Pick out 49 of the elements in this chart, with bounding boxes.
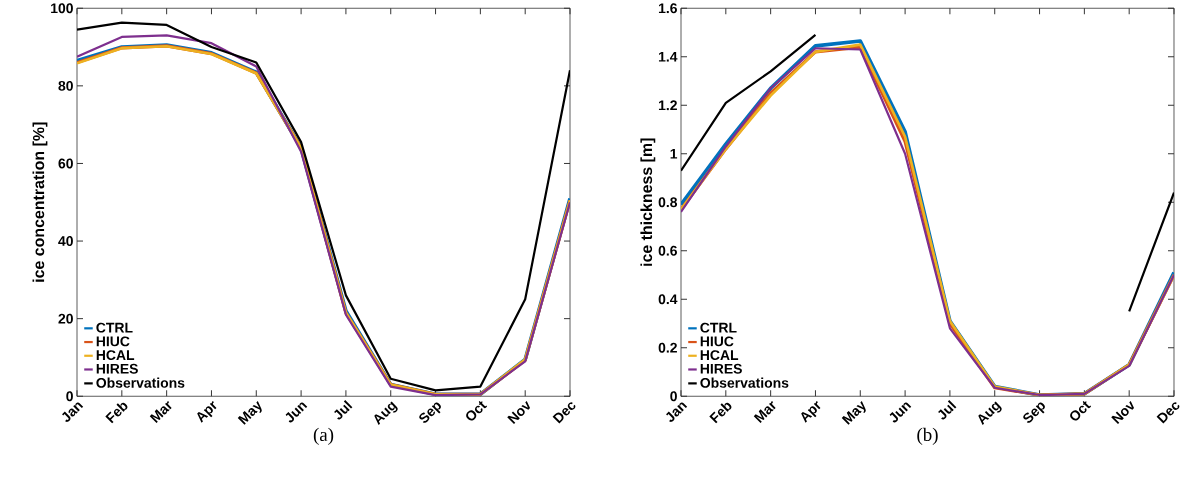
legend-label: Observations [96, 377, 185, 388]
x-tick-label: Jun [285, 402, 308, 423]
x-tick-label: Apr [801, 400, 821, 423]
x-tick-label: Jul [334, 399, 353, 420]
y-tick-label: 1.4 [658, 51, 678, 62]
x-tick-label: Apr [197, 400, 217, 423]
legend-label: HIUC [96, 336, 130, 347]
x-tick-label: Oct [466, 400, 488, 421]
x-axis-title: (a) [313, 427, 334, 445]
legend-label: HIRES [96, 363, 138, 374]
y-tick-label: 20 [58, 313, 73, 324]
y-tick-label: 0.8 [658, 197, 678, 208]
legend-label: HIUC [700, 336, 734, 347]
x-tick-label: Jul [938, 399, 957, 420]
x-tick-label: Sep [419, 402, 441, 423]
x-tick-label: Nov [1111, 400, 1135, 424]
y-tick-label: 0 [670, 391, 677, 402]
legend-label: CTRL [96, 322, 133, 333]
y-tick-label: 100 [51, 3, 73, 14]
x-tick-label: Dec [552, 402, 576, 424]
y-tick-label: 40 [58, 235, 73, 246]
y-tick-label: 1.6 [658, 3, 677, 14]
x-tick-label: Mar [753, 400, 776, 423]
x-axis-title: (b) [917, 427, 938, 445]
legend-label: HIRES [700, 363, 742, 374]
x-tick-label: Mar [149, 400, 172, 423]
x-tick-label: Feb [709, 402, 732, 424]
y-axis-title: ice thickness [m] [640, 138, 656, 266]
x-tick-label: Jan [62, 402, 84, 422]
legend-label: Observations [700, 377, 789, 388]
legend-label: HCAL [96, 350, 135, 360]
x-tick-label: Nov [507, 400, 531, 424]
x-tick-label: Jan [666, 402, 688, 422]
x-tick-label: Feb [105, 402, 128, 424]
x-tick-label: Jun [889, 402, 912, 423]
y-tick-label: 0.2 [658, 342, 677, 353]
legend-label: HCAL [700, 350, 739, 360]
y-tick-label: 1 [670, 148, 678, 159]
y-tick-label: 0.4 [658, 294, 678, 305]
legend-label: CTRL [700, 322, 737, 333]
y-tick-label: 80 [58, 80, 73, 91]
x-tick-label: Oct [1070, 400, 1092, 421]
y-tick-label: 1.2 [658, 100, 677, 110]
x-tick-label: Sep [1023, 402, 1045, 423]
y-tick-label: 0.6 [658, 245, 677, 256]
y-axis-title: ice concentration [%] [32, 122, 48, 282]
y-tick-label: 0 [66, 391, 73, 402]
y-tick-label: 60 [58, 158, 73, 169]
x-tick-label: Dec [1156, 402, 1180, 424]
